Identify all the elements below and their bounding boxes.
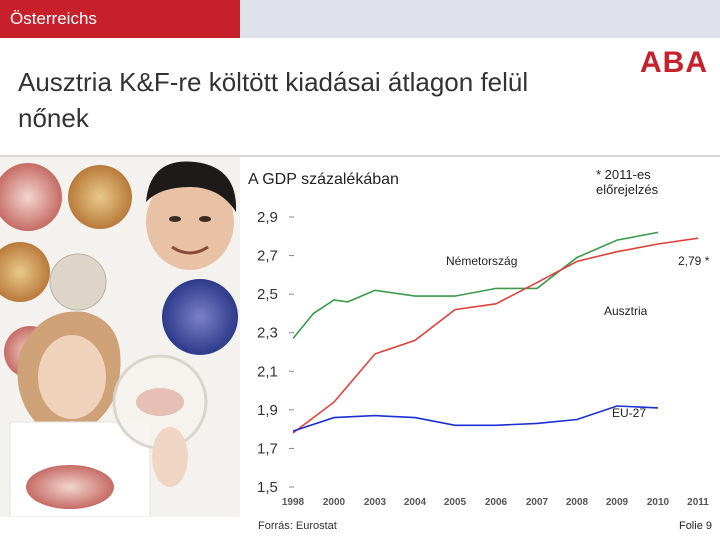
scientist-face xyxy=(38,335,106,419)
label-austria: Ausztria xyxy=(604,304,648,318)
line-chart: A GDP százalékában * 2011-es előrejelzés… xyxy=(248,167,710,508)
x-tick-label: 2011 xyxy=(687,497,709,508)
x-tick-label: 2008 xyxy=(566,497,589,508)
y-tick-label: 1,5 xyxy=(257,479,278,496)
y-tick-label: 2,7 xyxy=(257,248,278,265)
label-austria-forecast: 2,79 * xyxy=(678,254,710,268)
y-tick-label: 2,1 xyxy=(257,363,278,380)
petri-dish xyxy=(68,165,132,229)
petri-dish xyxy=(162,279,238,355)
x-tick-label: 1998 xyxy=(282,497,305,508)
y-tick-label: 2,5 xyxy=(257,286,278,303)
divider xyxy=(0,155,720,157)
scientists-with-petri-dishes-photo xyxy=(0,157,240,517)
petri-dish xyxy=(49,253,107,311)
x-tick-label: 2005 xyxy=(444,497,467,508)
aba-logo: ABA xyxy=(640,46,708,79)
source-note: Forrás: Eurostat xyxy=(258,520,337,532)
petri-dish xyxy=(26,465,114,509)
x-tick-label: 2009 xyxy=(606,497,629,508)
series-line-n-metorsz-g xyxy=(292,231,659,340)
chart: A GDP százalékában * 2011-es előrejelzés… xyxy=(240,157,720,517)
y-tick-label: 2,3 xyxy=(257,325,278,342)
scientist-face xyxy=(146,174,234,270)
y-axis: 2,9 2,7 2,5 2,3 2,1 1,9 1,7 1,5 xyxy=(257,209,294,496)
title-line-2: nőnek xyxy=(18,103,89,133)
title-line-1: Ausztria K&F-re költött kiadásai átlagon… xyxy=(18,67,529,97)
y-tick-label: 1,7 xyxy=(257,440,278,457)
forecast-note-line-2: előrejelzés xyxy=(596,182,659,197)
y-tick-label: 1,9 xyxy=(257,402,278,419)
page-number: Folie 9 xyxy=(678,520,712,532)
label-germany: Németország xyxy=(446,254,517,268)
photo-illustration xyxy=(0,157,240,517)
x-tick-label: 2010 xyxy=(647,497,670,508)
x-tick-label: 2006 xyxy=(485,497,508,508)
chart-subtitle: A GDP százalékában xyxy=(248,171,399,188)
label-eu: EU-27 xyxy=(612,406,646,420)
forecast-note-line-1: * 2011-es xyxy=(596,167,651,182)
x-tick-label: 2007 xyxy=(526,497,549,508)
x-tick-label: 2003 xyxy=(364,497,387,508)
page-title: Ausztria K&F-re költött kiadásai átlagon… xyxy=(18,64,658,136)
y-tick-label: 2,9 xyxy=(257,209,278,226)
petri-dish xyxy=(0,242,50,302)
series-line-eu-27 xyxy=(292,405,659,432)
brand-banner: Österreichs Ansiedlungsberater xyxy=(0,0,240,66)
petri-dish xyxy=(0,163,62,231)
series-line-ausztria xyxy=(292,237,699,434)
series-lines xyxy=(292,231,699,434)
x-axis: 1998 2000 2003 2004 2005 2006 2007 2008 2009 2010… xyxy=(282,497,709,508)
x-tick-label: 2004 xyxy=(404,497,427,508)
x-tick-label: 2000 xyxy=(323,497,346,508)
